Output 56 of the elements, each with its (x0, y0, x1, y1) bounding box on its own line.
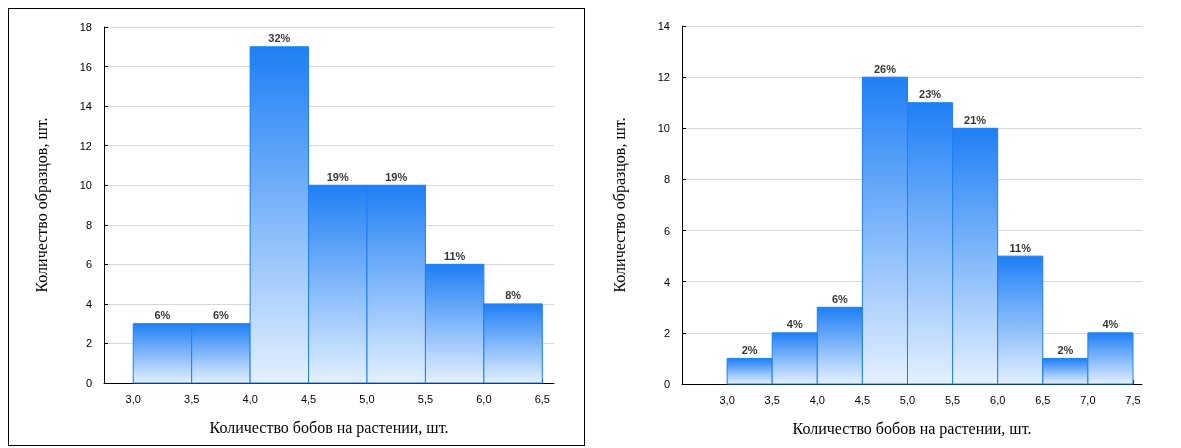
annotation: 11% (443, 249, 466, 262)
y-tick-label: 10 (657, 122, 670, 135)
y-tick-label: 12 (79, 139, 92, 152)
annotation: 8% (505, 289, 522, 302)
y-tick-label: 10 (79, 179, 92, 192)
x-tick-label: 4,0 (809, 393, 825, 406)
y-tick-label: 8 (85, 218, 92, 231)
annotation: 4% (786, 318, 803, 331)
y-tick-label: 6 (663, 224, 670, 237)
y-tick-label: 14 (79, 100, 92, 113)
annotation: 26% (873, 62, 897, 75)
annotation: 4% (1102, 318, 1119, 331)
x-tick-label: 5,5 (944, 393, 961, 406)
y-tick-label: 0 (85, 377, 92, 389)
annotation: 23% (919, 88, 942, 101)
y-tick-label: 8 (663, 173, 670, 186)
x-tick-label: 4,0 (242, 392, 258, 405)
x-tick-label: 3,0 (125, 392, 141, 405)
y-tick-label: 0 (663, 378, 670, 390)
y-tick-label: 14 (657, 20, 670, 32)
x-tick-label: 6,0 (990, 393, 1006, 406)
x-tick-label: 7,5 (1125, 393, 1141, 406)
x-tick-label: 3,0 (719, 393, 735, 406)
annotation: 32% (268, 32, 291, 45)
x-tick-label: 6,5 (534, 392, 550, 405)
y-tick-label: 16 (79, 60, 92, 73)
x-tick-label: 4,5 (854, 393, 871, 406)
annotation: 6% (831, 292, 849, 305)
x-tick-label: 5,5 (417, 392, 434, 405)
y-tick-label: 4 (663, 275, 670, 288)
y-tick-label: 6 (85, 258, 92, 271)
x-tick-label: 6,0 (476, 392, 492, 405)
x-axis-title: Количество бобов на растении, шт. (209, 418, 449, 437)
annotation: 2% (741, 343, 758, 356)
x-tick-label: 6,5 (1035, 393, 1051, 406)
annotation: 6% (154, 309, 171, 322)
annotation: 19% (326, 170, 349, 183)
x-tick-label: 3,5 (764, 393, 780, 406)
y-axis-title: Количество образцов, шт. (32, 117, 51, 293)
y-axis-title: Количество образцов, шт. (610, 117, 629, 293)
x-axis-title: Количество бобов на растении, шт. (792, 419, 1032, 438)
x-tick-label: 4,5 (300, 392, 317, 405)
x-tick-label: 5,0 (359, 392, 375, 405)
x-tick-label: 7,0 (1080, 393, 1096, 406)
annotation: 19% (385, 170, 408, 183)
y-tick-label: 18 (79, 21, 92, 33)
annotation: 6% (212, 309, 230, 322)
annotation: 2% (1057, 343, 1074, 356)
annotation: 21% (964, 113, 987, 126)
x-tick-label: 5,0 (899, 393, 916, 406)
y-tick-label: 2 (663, 326, 670, 339)
y-tick-label: 12 (657, 71, 670, 84)
y-tick-label: 4 (85, 297, 92, 310)
x-tick-label: 3,5 (184, 392, 200, 405)
annotation: 11% (1009, 241, 1032, 254)
y-tick-label: 2 (85, 337, 92, 350)
